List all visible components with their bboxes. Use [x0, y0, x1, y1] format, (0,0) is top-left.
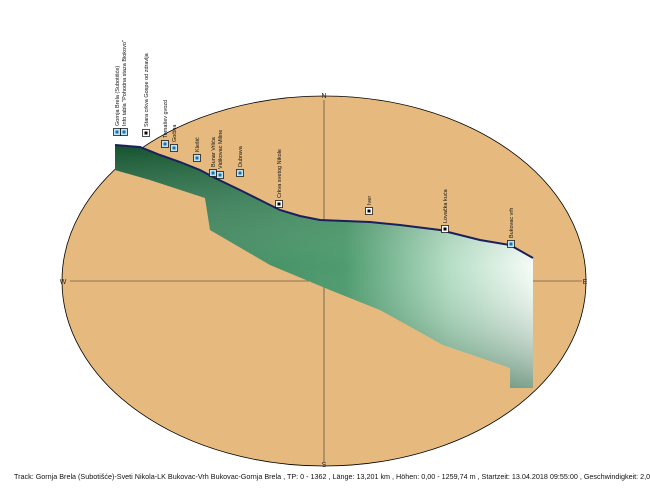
compass-e: E: [583, 279, 588, 286]
waypoint-label: Klešić: [195, 137, 201, 152]
compass-n: N: [321, 93, 326, 100]
waypoint-icon: [195, 156, 199, 160]
waypoint-icon: [163, 142, 167, 146]
waypoint-icon: [238, 171, 242, 175]
waypoint-icon: [122, 130, 126, 134]
compass-s: S: [322, 462, 327, 469]
waypoint-icon: [367, 209, 371, 213]
track-info: Track: Gornja Brela (Subotišće)-Sveti Ni…: [14, 472, 650, 481]
compass-w: W: [60, 279, 67, 286]
waypoint-label: Iver: [367, 196, 373, 205]
waypoint-icon: [277, 202, 281, 206]
waypoint-label: Tomašev gvozd: [163, 100, 169, 138]
waypoint-icon: [172, 146, 176, 150]
waypoint-icon: [509, 242, 513, 246]
waypoint-label: Vidikovac Miline: [218, 130, 224, 169]
waypoint-icon: [443, 227, 447, 231]
waypoint-icon: [115, 130, 119, 134]
waypoint-label: Stara crkva Gospe od zdravlja: [144, 52, 150, 127]
waypoint-label: Crkva svetog Nikole: [277, 149, 283, 198]
waypoint-label: Dubrava: [238, 145, 244, 167]
waypoint-label: Lovačka kuća: [443, 188, 449, 223]
waypoint-label: Bukovac vrh: [509, 208, 515, 238]
waypoint-icon: [144, 131, 148, 135]
waypoint-icon: [211, 171, 215, 175]
track-line: [114, 144, 534, 259]
waypoint-label: Bunar Vrlića: [211, 136, 217, 167]
waypoint-label: Gočina: [172, 124, 178, 142]
waypoint-icon: [218, 173, 222, 177]
terrain-shade: [115, 145, 533, 388]
waypoint-label: Gornja Brela (Subotišće): [115, 66, 121, 126]
waypoint-label: Info tabla "Pohodna staza Biokovo": [122, 40, 128, 126]
